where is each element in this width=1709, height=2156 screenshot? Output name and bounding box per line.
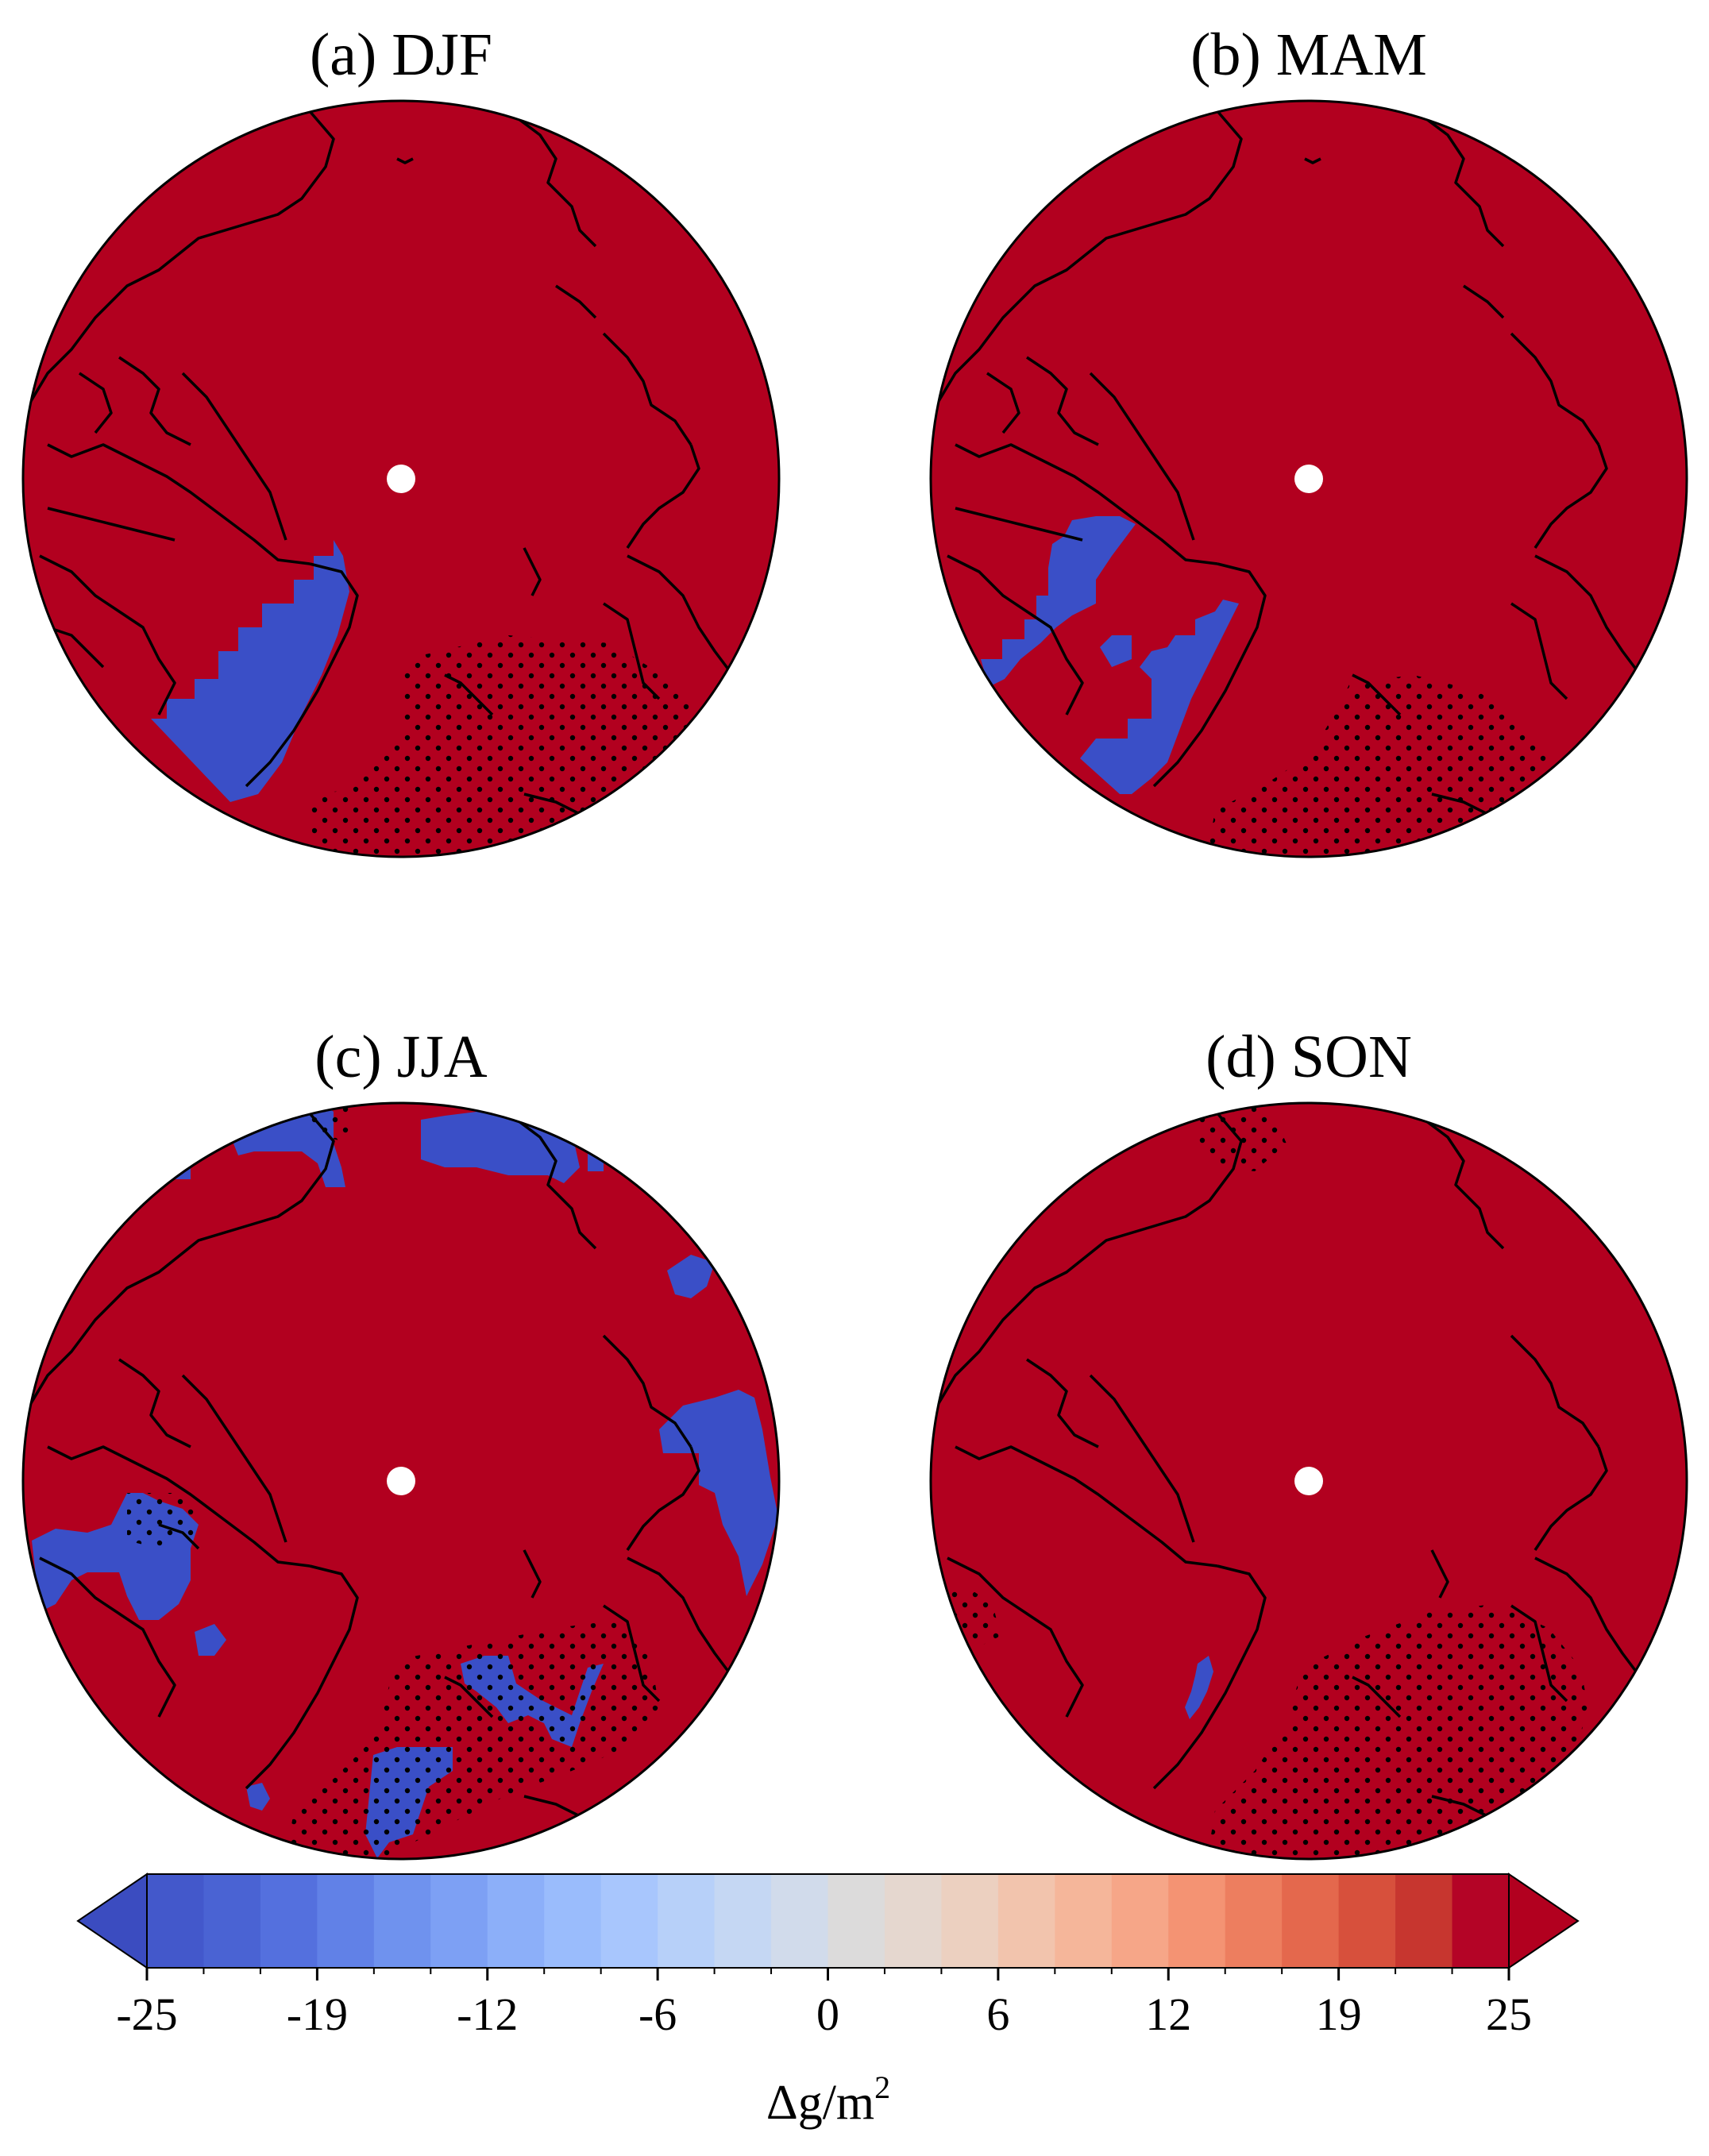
colorbar-segment — [317, 1874, 375, 1968]
colorbar-segment — [1168, 1874, 1226, 1968]
panel-title-b: (b) MAM — [1190, 21, 1427, 88]
panel-title-a: (a) DJF — [310, 21, 492, 88]
north-pole-marker-c — [387, 1467, 415, 1495]
negative-anomaly-patch-d — [1185, 1656, 1213, 1719]
colorbar-segment — [260, 1874, 318, 1968]
colorbar-right-arrow — [1508, 1873, 1580, 1969]
colorbar-segment — [658, 1874, 716, 1968]
colorbar-segment — [487, 1874, 545, 1968]
colorbar-segment — [147, 1874, 205, 1968]
colorbar-segments — [147, 1874, 1510, 1968]
map-boundary-c — [21, 1101, 781, 1861]
panel-a: (a) DJF — [21, 21, 781, 858]
stippled-significance-c-south — [286, 1620, 659, 1859]
colorbar-segment — [544, 1874, 602, 1968]
panel-c: (c) JJA — [21, 1024, 781, 1861]
north-pole-marker-b — [1294, 465, 1323, 493]
colorbar-segment — [714, 1874, 772, 1968]
coastlines-a — [23, 110, 740, 843]
stippled-significance-c-west — [127, 1493, 199, 1549]
colorbar-tick-label: -19 — [287, 1988, 348, 2040]
colorbar-tick-label: 6 — [986, 1988, 1009, 2040]
colorbar-label-superscript: 2 — [874, 2069, 890, 2105]
map-boundary-d — [929, 1101, 1688, 1861]
colorbar-segment — [1452, 1874, 1510, 1968]
colorbar-segment — [430, 1874, 488, 1968]
colorbar-tick-label: 25 — [1486, 1988, 1532, 2040]
colorbar-segment — [373, 1874, 431, 1968]
colorbar-segment — [771, 1874, 829, 1968]
colorbar-left-arrow — [76, 1873, 148, 1969]
panel-title-c: (c) JJA — [314, 1024, 488, 1090]
colorbar-segment — [1282, 1874, 1340, 1968]
negative-anomaly-region-b-east — [1080, 600, 1239, 794]
colorbar-label: Δg/m2 — [766, 2069, 890, 2130]
colorbar-segment — [1395, 1874, 1453, 1968]
coastlines-b — [931, 110, 1648, 843]
colorbar: -25 -19 -12 -6 0 6 12 19 25 Δg/m2 — [76, 1873, 1580, 2130]
colorbar-tick-label: 12 — [1145, 1988, 1191, 2040]
negative-anomaly-patch-c-w — [195, 1624, 226, 1656]
panel-title-d: (d) SON — [1206, 1024, 1412, 1090]
colorbar-segment — [600, 1874, 658, 1968]
colorbar-ticks: -25 -19 -12 -6 0 6 12 19 25 — [116, 1968, 1532, 2040]
panel-d: (d) SON — [929, 1024, 1688, 1861]
colorbar-segment — [884, 1874, 943, 1968]
negative-anomaly-patch-c-e — [667, 1255, 715, 1298]
negative-anomaly-region-b-west — [981, 516, 1136, 687]
colorbar-tick-label: 0 — [816, 1988, 839, 2040]
colorbar-tick-label: -25 — [116, 1988, 177, 2040]
north-pole-marker-d — [1294, 1467, 1323, 1495]
map-boundary-b — [929, 99, 1688, 858]
colorbar-segment — [941, 1874, 999, 1968]
negative-anomaly-patch-c-s — [246, 1783, 270, 1811]
colorbar-tick-label: -6 — [638, 1988, 677, 2040]
panel-b: (b) MAM — [929, 21, 1688, 858]
negative-anomaly-region-c-east — [659, 1390, 778, 1596]
coastlines-d — [931, 1112, 1648, 1846]
colorbar-segment — [997, 1874, 1055, 1968]
negative-anomaly-patch-b — [1100, 635, 1132, 667]
negative-anomaly-region-a — [151, 540, 349, 802]
map-boundary-a — [21, 99, 781, 858]
colorbar-segment — [827, 1874, 885, 1968]
colorbar-tick-label: -12 — [457, 1988, 518, 2040]
colorbar-segment — [203, 1874, 261, 1968]
stippled-significance-d-south — [1207, 1604, 1588, 1859]
colorbar-segment — [1055, 1874, 1113, 1968]
colorbar-segment — [1111, 1874, 1169, 1968]
colorbar-segment — [1225, 1874, 1283, 1968]
colorbar-segment — [1338, 1874, 1396, 1968]
north-pole-marker-a — [387, 465, 415, 493]
colorbar-tick-label: 19 — [1316, 1988, 1362, 2040]
coastlines-c — [23, 1112, 740, 1846]
